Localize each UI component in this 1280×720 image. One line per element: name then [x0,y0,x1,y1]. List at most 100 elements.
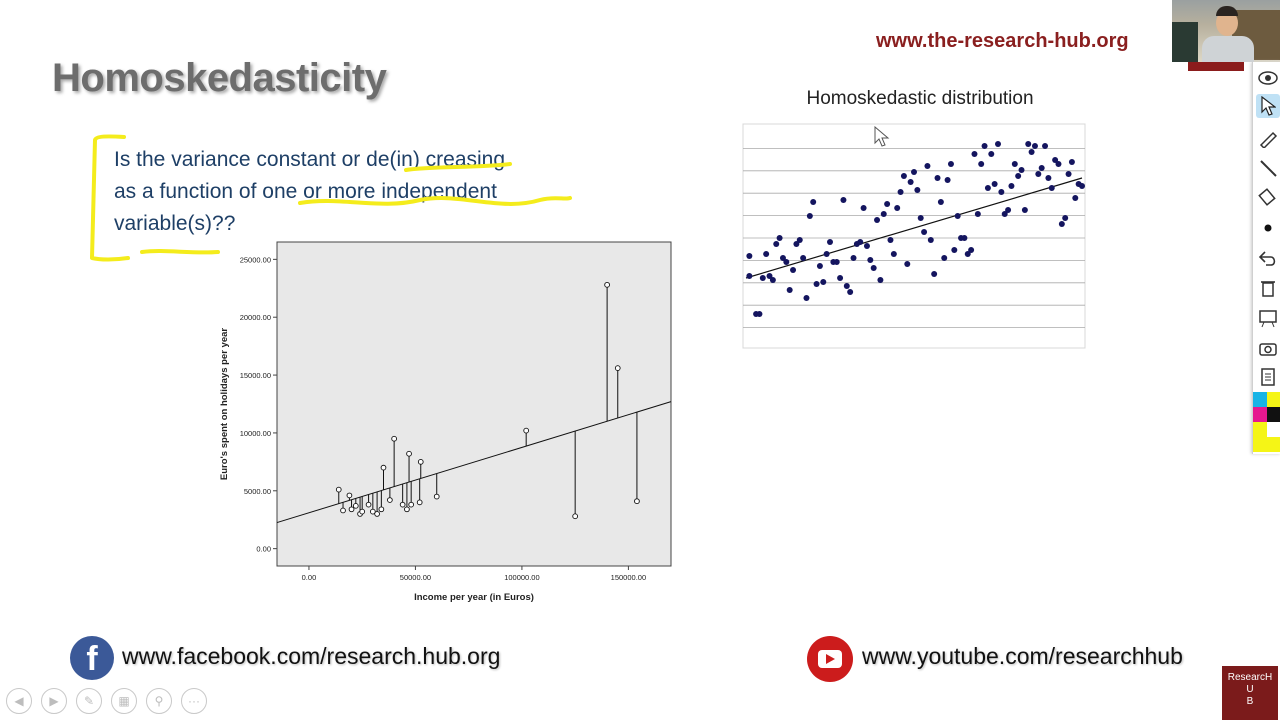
undo-icon[interactable] [1256,246,1280,270]
data-point [1021,207,1028,213]
data-point [1031,143,1038,149]
pen-icon[interactable] [1256,126,1280,150]
data-point [746,253,753,259]
data-point [1018,167,1025,173]
data-point [954,213,961,219]
zoom-icon[interactable]: ⚲ [146,688,172,714]
data-point [1008,183,1015,189]
data-point [984,185,991,191]
data-point [800,255,807,261]
data-point [756,311,763,317]
data-point [433,493,440,500]
data-point [1079,183,1085,189]
data-point [773,241,780,247]
back-icon[interactable]: ◀ [6,688,32,714]
data-point [921,229,928,235]
x-axis-label: Income per year (in Euros) [414,592,534,603]
data-point [914,187,921,193]
data-point [1011,161,1018,167]
webcam-video [1172,0,1280,62]
underline-stroke [140,249,220,255]
data-point [884,201,891,207]
y-tick-label: 5000.00 [244,487,271,496]
data-point [1048,185,1055,191]
data-point [863,243,870,249]
color-palette[interactable] [1253,392,1280,452]
data-point [880,211,887,217]
y-tick-label: 15000.00 [240,371,271,380]
camera-icon[interactable] [1256,336,1280,360]
y-tick-label: 25000.00 [240,255,271,264]
data-point [1065,171,1072,177]
data-point [776,235,783,241]
data-point [769,277,776,283]
forward-icon[interactable]: ▶ [41,688,67,714]
trash-icon[interactable] [1256,276,1280,300]
data-point [406,450,412,457]
data-point [823,251,830,257]
data-point [346,492,353,499]
data-point [374,511,380,517]
mouse-cursor-icon [874,126,890,147]
data-point [1072,195,1079,201]
youtube-link[interactable]: www.youtube.com/researchhub [862,643,1183,669]
data-point [843,283,850,289]
data-point [1001,211,1008,217]
line-icon[interactable] [1256,156,1280,180]
data-point [1068,159,1075,165]
data-point [380,464,387,471]
data-point [968,247,975,253]
data-point [779,255,786,261]
x-tick-label: 50000.00 [400,573,431,582]
facebook-link[interactable]: www.facebook.com/research.hub.org [122,643,501,669]
data-point [827,239,833,245]
website-url: www.the-research-hub.org [876,30,1129,52]
data-point [1058,221,1065,227]
researchhub-logo: ResearcH U B [1222,666,1278,720]
data-point [991,181,998,187]
data-point [766,273,773,279]
data-point [783,259,790,265]
more-icon[interactable]: ··· [181,688,207,714]
data-point [1055,161,1062,167]
data-point [369,508,376,515]
data-point [894,205,901,211]
data-point [1028,149,1035,155]
data-point [813,281,820,287]
data-point [904,261,911,267]
data-point [1015,173,1022,179]
data-point [820,279,827,285]
regression-line [745,177,1083,279]
facebook-icon[interactable]: f [70,636,114,680]
data-point [927,237,934,243]
data-point [399,501,406,508]
data-point [1052,157,1059,163]
data-point [1005,207,1012,213]
pen-icon[interactable]: ✎ [76,688,102,714]
data-point [964,251,971,257]
x-tick-label: 100000.00 [504,573,539,582]
data-point [572,513,579,520]
pointer-icon[interactable] [1256,94,1280,118]
clipboard-icon[interactable] [1256,364,1280,388]
data-point [971,151,978,157]
data-point [416,499,423,506]
slides-icon[interactable]: ▦ [111,688,137,714]
data-point [840,197,847,203]
dot-icon[interactable] [1256,216,1280,240]
data-point [352,502,359,509]
data-point [978,161,985,167]
logo-text: U [1246,684,1254,695]
data-point [911,169,917,175]
youtube-icon[interactable] [807,636,853,682]
data-point [790,267,797,273]
eye-icon[interactable] [1256,66,1280,90]
data-point [981,143,988,149]
residuals-chart: 0.00 5000.00 10000.00 15000.00 20000.00 25000… [219,241,672,603]
data-point [604,281,610,288]
data-point [907,179,914,185]
whiteboard-icon[interactable] [1256,306,1280,330]
plot-area [276,241,672,567]
y-tick-label: 20000.00 [240,313,271,322]
eraser-icon[interactable] [1256,184,1280,208]
